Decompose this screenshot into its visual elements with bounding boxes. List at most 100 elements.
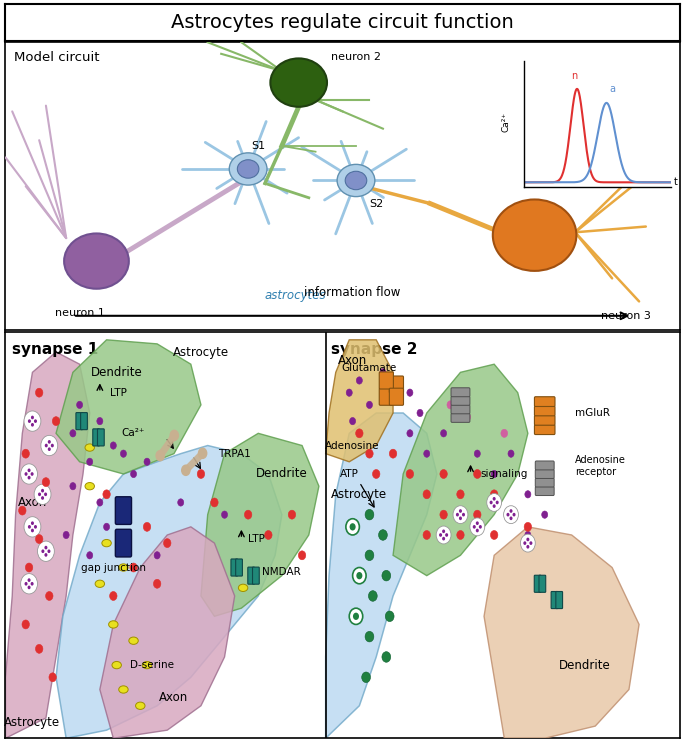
Circle shape <box>459 516 462 520</box>
FancyBboxPatch shape <box>534 406 555 416</box>
Circle shape <box>221 511 227 519</box>
Circle shape <box>525 490 531 498</box>
Text: Adenosine: Adenosine <box>325 441 380 450</box>
Circle shape <box>521 534 535 552</box>
FancyBboxPatch shape <box>535 461 554 470</box>
FancyBboxPatch shape <box>451 413 470 422</box>
Circle shape <box>45 444 48 447</box>
Circle shape <box>42 478 49 487</box>
Polygon shape <box>393 364 528 576</box>
FancyBboxPatch shape <box>535 470 554 479</box>
Circle shape <box>177 499 184 506</box>
Circle shape <box>121 450 127 457</box>
Circle shape <box>27 476 31 479</box>
Circle shape <box>459 509 462 513</box>
Circle shape <box>144 458 150 465</box>
FancyBboxPatch shape <box>534 424 555 435</box>
Circle shape <box>131 470 136 478</box>
Circle shape <box>31 582 34 585</box>
Circle shape <box>181 464 190 476</box>
Ellipse shape <box>85 444 95 451</box>
Circle shape <box>110 442 116 449</box>
Circle shape <box>436 526 451 544</box>
Circle shape <box>346 389 352 396</box>
Ellipse shape <box>136 702 145 709</box>
Circle shape <box>346 519 360 535</box>
Circle shape <box>362 672 371 683</box>
Text: neuron 1: neuron 1 <box>55 308 105 318</box>
Ellipse shape <box>142 661 152 669</box>
Circle shape <box>526 545 530 548</box>
Circle shape <box>48 440 51 444</box>
Circle shape <box>440 510 447 519</box>
Circle shape <box>417 410 423 417</box>
Text: information flow: information flow <box>304 286 401 298</box>
Circle shape <box>47 549 51 553</box>
Circle shape <box>442 536 445 540</box>
Circle shape <box>470 518 485 536</box>
Circle shape <box>52 417 60 426</box>
Circle shape <box>45 553 47 556</box>
FancyBboxPatch shape <box>253 567 259 584</box>
FancyBboxPatch shape <box>535 478 554 487</box>
Circle shape <box>27 578 31 582</box>
Circle shape <box>389 449 397 458</box>
Circle shape <box>143 522 151 531</box>
Circle shape <box>382 651 390 663</box>
Text: Dendrite: Dendrite <box>256 467 308 481</box>
Circle shape <box>130 563 137 572</box>
Circle shape <box>38 541 54 562</box>
Circle shape <box>198 447 208 459</box>
Circle shape <box>447 401 453 409</box>
Circle shape <box>356 377 362 384</box>
Circle shape <box>271 59 327 107</box>
Circle shape <box>299 551 306 559</box>
Circle shape <box>366 401 373 409</box>
Circle shape <box>491 470 497 478</box>
Circle shape <box>288 510 296 519</box>
Circle shape <box>120 510 127 519</box>
Circle shape <box>21 464 38 484</box>
Text: n: n <box>571 71 577 82</box>
Circle shape <box>41 549 45 553</box>
Circle shape <box>28 419 31 423</box>
Ellipse shape <box>238 584 248 591</box>
Circle shape <box>457 531 464 539</box>
Text: neuron 2: neuron 2 <box>331 52 381 62</box>
Circle shape <box>164 539 171 548</box>
Circle shape <box>365 509 374 520</box>
Circle shape <box>36 644 43 653</box>
Circle shape <box>496 501 499 505</box>
Text: mGluR: mGluR <box>575 408 610 418</box>
Polygon shape <box>325 340 393 462</box>
FancyBboxPatch shape <box>534 575 541 592</box>
Circle shape <box>512 513 516 516</box>
Text: astrocytes: astrocytes <box>264 289 326 301</box>
Circle shape <box>379 530 387 540</box>
Text: NMDAR: NMDAR <box>262 567 300 577</box>
Circle shape <box>87 458 92 465</box>
Text: S1: S1 <box>251 141 265 151</box>
Circle shape <box>524 522 532 531</box>
Text: Axon: Axon <box>18 496 47 509</box>
Circle shape <box>41 496 44 500</box>
Circle shape <box>31 522 34 525</box>
Circle shape <box>510 516 512 520</box>
FancyBboxPatch shape <box>248 567 255 584</box>
Ellipse shape <box>119 686 128 693</box>
FancyBboxPatch shape <box>115 529 132 557</box>
Text: Astrocyte: Astrocyte <box>332 487 388 501</box>
Circle shape <box>503 506 519 524</box>
FancyBboxPatch shape <box>115 496 132 525</box>
Polygon shape <box>56 340 201 474</box>
Circle shape <box>36 534 43 544</box>
Text: synapse 2: synapse 2 <box>331 342 417 357</box>
FancyBboxPatch shape <box>534 397 555 407</box>
Circle shape <box>439 533 442 536</box>
Polygon shape <box>201 433 319 617</box>
Circle shape <box>349 418 356 424</box>
Text: LTP: LTP <box>110 387 127 398</box>
Circle shape <box>490 531 498 539</box>
Circle shape <box>27 468 31 472</box>
Circle shape <box>34 525 37 529</box>
